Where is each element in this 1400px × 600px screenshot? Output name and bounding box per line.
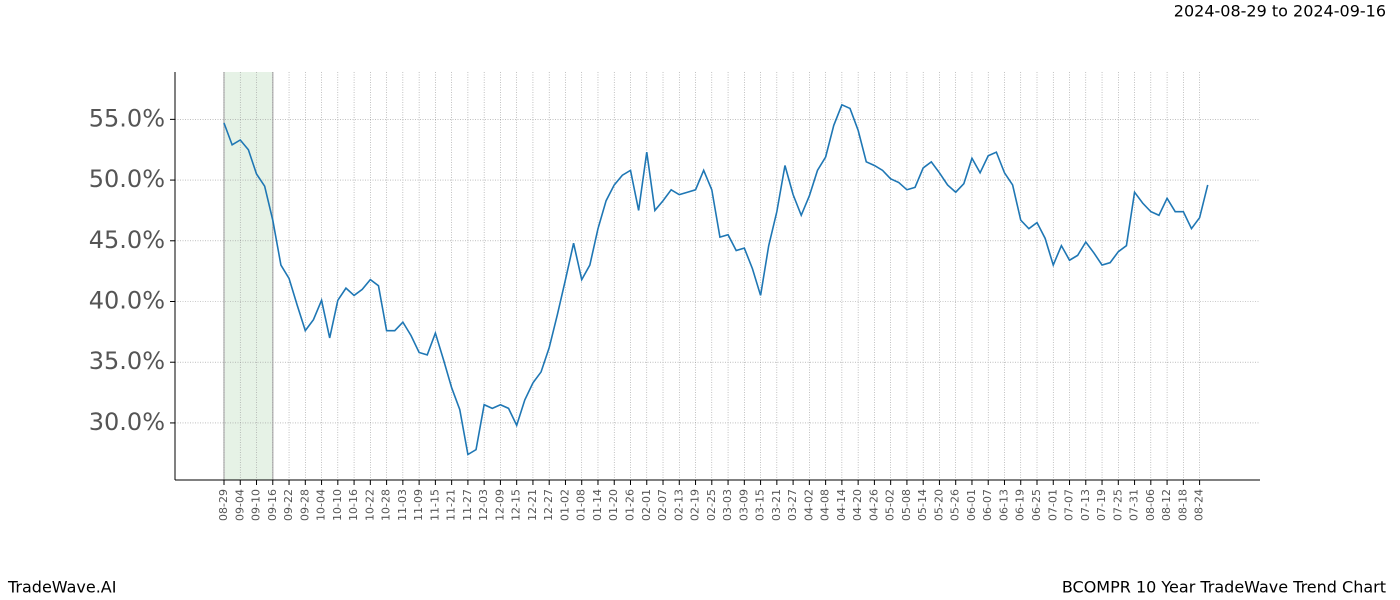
x-tick-label: 07-01 <box>1046 489 1059 521</box>
x-tick-label: 04-02 <box>802 489 815 521</box>
x-tick-label: 05-02 <box>884 489 897 521</box>
x-tick-label: 09-16 <box>266 489 279 521</box>
x-tick-label: 02-13 <box>672 489 685 521</box>
y-tick-label: 30.0% <box>89 408 165 436</box>
x-tick-label: 08-12 <box>1160 489 1173 521</box>
x-tick-label: 03-21 <box>770 489 783 521</box>
x-tick-label: 05-08 <box>900 489 913 521</box>
x-tick-label: 03-03 <box>721 489 734 521</box>
x-tick-label: 07-19 <box>1095 489 1108 521</box>
x-tick-label: 07-25 <box>1111 489 1124 521</box>
x-tick-label: 01-08 <box>575 489 588 521</box>
x-tick-label: 11-21 <box>445 489 458 521</box>
x-tick-label: 12-03 <box>477 489 490 521</box>
x-tick-label: 03-27 <box>786 489 799 521</box>
x-tick-label: 06-01 <box>965 489 978 521</box>
x-tick-label: 07-13 <box>1079 489 1092 521</box>
x-tick-label: 12-21 <box>526 489 539 521</box>
x-tick-label: 05-20 <box>932 489 945 521</box>
x-tick-label: 08-18 <box>1176 489 1189 521</box>
x-tick-label: 03-09 <box>737 489 750 521</box>
x-tick-label: 07-07 <box>1063 489 1076 521</box>
x-tick-label: 02-01 <box>640 489 653 521</box>
x-tick-label: 05-14 <box>916 489 929 521</box>
y-tick-label: 40.0% <box>89 287 165 315</box>
x-tick-label: 01-02 <box>558 489 571 521</box>
x-tick-label: 04-08 <box>819 489 832 521</box>
x-tick-label: 11-27 <box>461 489 474 521</box>
x-tick-label: 11-09 <box>412 489 425 521</box>
x-tick-label: 06-25 <box>1030 489 1043 521</box>
x-tick-label: 02-07 <box>656 489 669 521</box>
y-tick-label: 50.0% <box>89 165 165 193</box>
x-tick-label: 11-03 <box>396 489 409 521</box>
x-tick-label: 10-16 <box>347 489 360 521</box>
x-tick-label: 09-22 <box>282 489 295 521</box>
x-tick-label: 06-13 <box>997 489 1010 521</box>
x-tick-label: 03-15 <box>754 489 767 521</box>
x-tick-label: 12-27 <box>542 489 555 521</box>
x-tick-label: 09-10 <box>250 489 263 521</box>
date-range: 2024-08-29 to 2024-09-16 <box>1174 2 1386 21</box>
x-tick-label: 02-25 <box>705 489 718 521</box>
x-tick-label: 10-04 <box>315 489 328 521</box>
x-tick-label: 02-19 <box>689 489 702 521</box>
x-tick-label: 04-14 <box>835 489 848 521</box>
x-tick-label: 07-31 <box>1128 489 1141 521</box>
x-tick-label: 11-15 <box>428 489 441 521</box>
x-tick-label: 06-07 <box>981 489 994 521</box>
x-tick-label: 12-09 <box>493 489 506 521</box>
x-tick-label: 01-14 <box>591 489 604 521</box>
x-tick-label: 01-26 <box>624 489 637 521</box>
x-tick-label: 10-22 <box>363 489 376 521</box>
x-tick-label: 08-24 <box>1193 489 1206 521</box>
x-tick-label: 08-29 <box>217 489 230 521</box>
x-tick-label: 09-04 <box>233 489 246 521</box>
highlight-span <box>224 72 273 480</box>
x-tick-label: 05-26 <box>949 489 962 521</box>
x-tick-label: 10-10 <box>331 489 344 521</box>
x-tick-label: 01-20 <box>607 489 620 521</box>
y-tick-label: 55.0% <box>89 104 165 132</box>
line-series <box>223 103 1209 456</box>
x-tick-label: 04-26 <box>867 489 880 521</box>
x-tick-label: 09-28 <box>298 489 311 521</box>
y-tick-label: 45.0% <box>89 226 165 254</box>
x-tick-label: 10-28 <box>380 489 393 521</box>
x-tick-label: 04-20 <box>851 489 864 521</box>
x-tick-label: 08-06 <box>1144 489 1157 521</box>
brand: TradeWave.AI <box>7 578 116 597</box>
y-tick-label: 35.0% <box>89 347 165 375</box>
chart-title: BCOMPR 10 Year TradeWave Trend Chart <box>1062 578 1386 597</box>
x-tick-label: 12-15 <box>510 489 523 521</box>
x-tick-label: 06-19 <box>1014 489 1027 521</box>
